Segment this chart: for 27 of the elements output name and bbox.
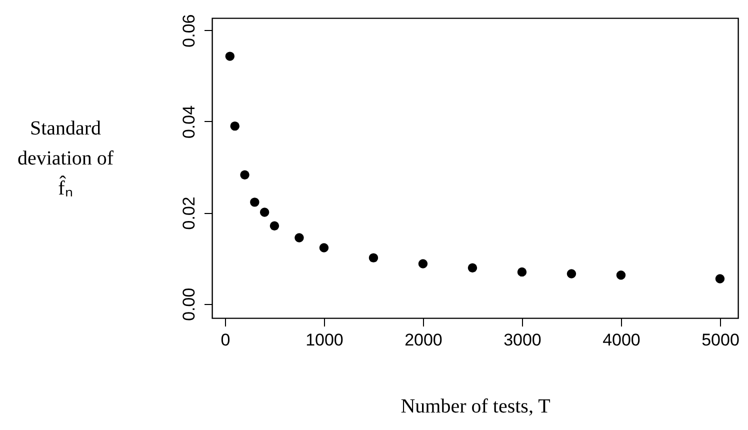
point bbox=[260, 208, 270, 217]
y-axis-title: Standard deviation of f̂ₙ bbox=[17, 118, 114, 200]
point bbox=[418, 259, 428, 268]
x-tick-label: 2000 bbox=[404, 330, 442, 350]
y-tick-label: 0.04 bbox=[180, 105, 198, 139]
x-tick-label: 1000 bbox=[306, 330, 344, 350]
point bbox=[270, 221, 280, 231]
point bbox=[468, 263, 478, 272]
point bbox=[294, 233, 304, 242]
x-tick-label: 3000 bbox=[504, 330, 542, 350]
point bbox=[319, 243, 329, 252]
y-tick-label: 0.02 bbox=[180, 196, 198, 230]
point bbox=[250, 198, 260, 207]
y-tick-label: 0.06 bbox=[180, 14, 198, 48]
point bbox=[715, 274, 725, 284]
x-tick-label: 5000 bbox=[702, 330, 740, 350]
point bbox=[368, 253, 378, 262]
y-tick-label: 0.00 bbox=[180, 288, 198, 321]
x-tick-label: 4000 bbox=[602, 330, 640, 350]
point bbox=[225, 52, 235, 61]
x-tick-label: 0 bbox=[220, 330, 230, 350]
point bbox=[240, 170, 250, 180]
x-axis-title: Number of tests, T bbox=[400, 396, 550, 418]
point bbox=[517, 267, 527, 277]
point bbox=[230, 121, 240, 131]
point bbox=[566, 269, 576, 278]
point bbox=[616, 270, 626, 280]
